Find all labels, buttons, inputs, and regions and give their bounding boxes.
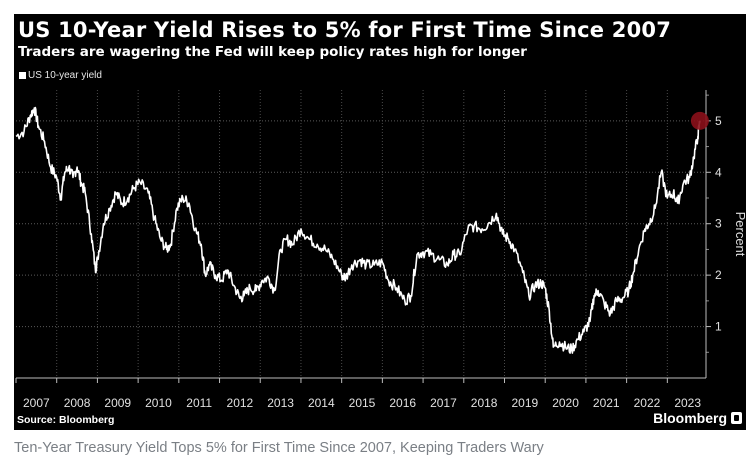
x-tick-label-2011: 2011: [186, 396, 212, 410]
x-tick-label-2018: 2018: [471, 396, 498, 410]
x-tick-label-2007: 2007: [23, 396, 50, 410]
x-tick-label-2014: 2014: [308, 396, 335, 410]
line-chart: 1 2 3 4 5 Percent 2007 2008 2009 2010 2011 2012 2013…: [15, 90, 746, 410]
y-axis-label: Percent: [733, 212, 746, 257]
x-tick-label-2023: 2023: [674, 396, 701, 410]
legend-swatch-icon: [19, 72, 26, 79]
x-tick-label-2013: 2013: [267, 396, 294, 410]
x-tick-label-2021: 2021: [593, 396, 620, 410]
bloomberg-badge-icon: [731, 412, 742, 424]
chart-source: Source: Bloomberg: [17, 414, 115, 426]
x-tick-label-2020: 2020: [552, 396, 579, 410]
x-tick-label-2008: 2008: [64, 396, 91, 410]
series-line-us-10-year-yield: [15, 106, 701, 354]
x-tick-label-2022: 2022: [634, 396, 661, 410]
x-tick-label-2012: 2012: [227, 396, 254, 410]
x-tick-label-2015: 2015: [349, 396, 376, 410]
x-tick-label-2009: 2009: [104, 396, 131, 410]
x-tick-label-2016: 2016: [389, 396, 416, 410]
x-tick-label-2019: 2019: [511, 396, 538, 410]
x-tick-label-2010: 2010: [145, 396, 172, 410]
y-tick-label: 4: [715, 165, 722, 179]
legend-label: US 10-year yield: [28, 70, 102, 81]
y-tick-label: 1: [715, 320, 722, 334]
brand-label: Bloomberg: [653, 410, 727, 426]
chart-title: US 10-Year Yield Rises to 5% for First T…: [18, 18, 672, 42]
x-tick-label-2017: 2017: [430, 396, 457, 410]
highlight-point-5-percent: [690, 111, 709, 130]
bloomberg-brand: Bloomberg: [653, 410, 742, 426]
article-caption: Ten-Year Treasury Yield Tops 5% for Firs…: [14, 440, 544, 456]
y-tick-label: 3: [715, 217, 722, 231]
chart-legend: US 10-year yield: [19, 70, 102, 81]
chart-subtitle: Traders are wagering the Fed will keep p…: [18, 44, 527, 60]
y-tick-label: 5: [715, 114, 722, 128]
y-tick-label: 2: [715, 268, 722, 282]
chart-panel: US 10-Year Yield Rises to 5% for First T…: [14, 14, 746, 430]
